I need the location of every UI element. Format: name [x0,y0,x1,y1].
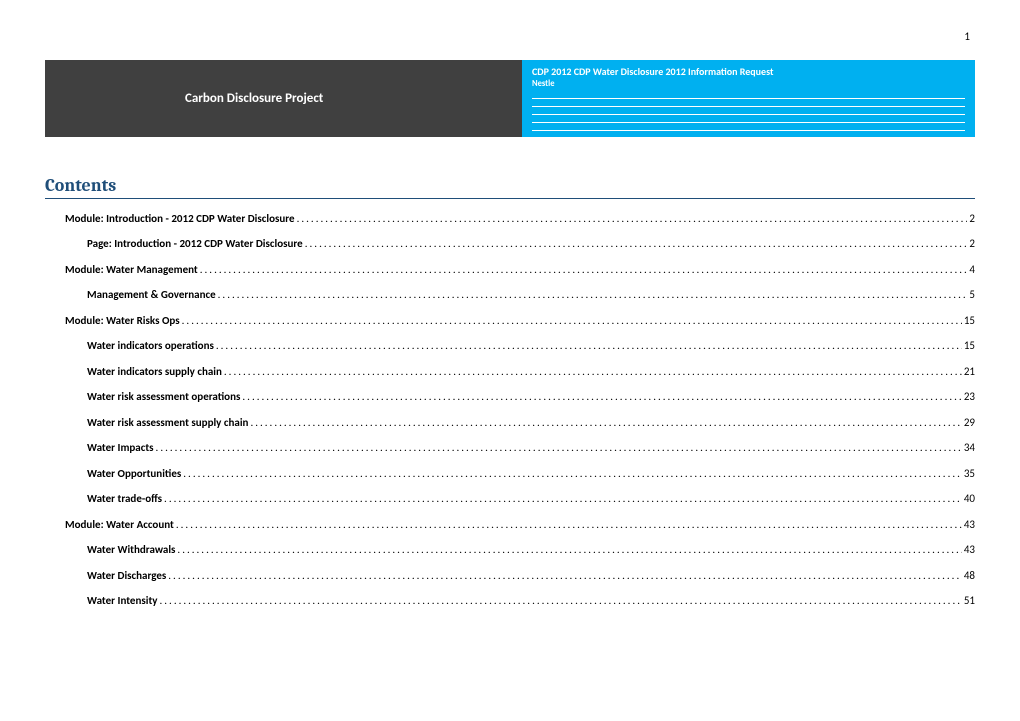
toc-label: Management & Governance [87,288,216,301]
toc-entry[interactable]: Module: Water Risks Ops 15 [45,314,975,327]
toc-entry[interactable]: Water risk assessment operations 23 [45,390,975,403]
toc-page: 4 [969,263,975,276]
toc-label: Water Withdrawals [87,543,175,556]
toc-page: 35 [964,467,975,480]
toc-label: Water trade-offs [87,492,162,505]
toc-entry[interactable]: Water indicators operations 15 [45,339,975,352]
toc-dots [182,314,962,327]
toc-dots [176,518,962,531]
header-right-title: CDP 2012 CDP Water Disclosure 2012 Infor… [532,66,965,78]
toc-page: 15 [964,339,975,352]
toc-label: Water indicators supply chain [87,365,222,378]
toc-page: 29 [964,416,975,429]
toc-page: 48 [964,569,975,582]
toc-page: 40 [964,492,975,505]
table-of-contents: Module: Introduction - 2012 CDP Water Di… [45,212,975,608]
toc-entry[interactable]: Management & Governance 5 [45,288,975,301]
toc-entry[interactable]: Water Impacts 34 [45,441,975,454]
toc-label: Water Impacts [87,441,154,454]
toc-entry[interactable]: Water indicators supply chain 21 [45,365,975,378]
contents-title: Contents [45,175,975,199]
toc-dots [168,569,962,582]
toc-dots [216,339,962,352]
header-right: CDP 2012 CDP Water Disclosure 2012 Infor… [522,60,975,137]
toc-dots [159,594,961,607]
toc-entry[interactable]: Module: Water Account 43 [45,518,975,531]
toc-dots [183,467,962,480]
toc-dots [156,441,962,454]
toc-dots [297,212,968,225]
toc-page: 5 [969,288,975,301]
toc-page: 21 [964,365,975,378]
header-left: Carbon Disclosure Project [45,60,522,137]
toc-entry[interactable]: Water Intensity 51 [45,594,975,607]
toc-page: 43 [964,543,975,556]
toc-label: Module: Water Account [65,518,174,531]
toc-dots [224,365,962,378]
toc-label: Water indicators operations [87,339,214,352]
toc-label: Water Opportunities [87,467,181,480]
toc-dots [250,416,961,429]
header-band: Carbon Disclosure Project CDP 2012 CDP W… [45,60,975,137]
toc-entry[interactable]: Module: Water Management 4 [45,263,975,276]
toc-dots [242,390,961,403]
page-number: 1 [964,30,970,43]
toc-dots [218,288,968,301]
toc-label: Water risk assessment supply chain [87,416,248,429]
toc-dots [164,492,962,505]
toc-entry[interactable]: Water trade-offs 40 [45,492,975,505]
header-right-rules [532,91,965,131]
toc-entry[interactable]: Page: Introduction - 2012 CDP Water Disc… [45,237,975,250]
toc-label: Water risk assessment operations [87,390,240,403]
toc-dots [305,237,968,250]
toc-page: 43 [964,518,975,531]
toc-label: Water Intensity [87,594,157,607]
toc-label: Water Discharges [87,569,166,582]
toc-entry[interactable]: Water Discharges 48 [45,569,975,582]
toc-entry[interactable]: Water Withdrawals 43 [45,543,975,556]
toc-label: Module: Introduction - 2012 CDP Water Di… [65,212,295,225]
toc-entry[interactable]: Water risk assessment supply chain 29 [45,416,975,429]
toc-entry[interactable]: Water Opportunities 35 [45,467,975,480]
header-right-sub: Nestle [532,79,965,89]
toc-dots [177,543,961,556]
toc-entry[interactable]: Module: Introduction - 2012 CDP Water Di… [45,212,975,225]
toc-label: Module: Water Management [65,263,198,276]
toc-label: Page: Introduction - 2012 CDP Water Disc… [87,237,303,250]
toc-label: Module: Water Risks Ops [65,314,180,327]
toc-page: 34 [964,441,975,454]
toc-page: 2 [969,237,975,250]
toc-page: 2 [969,212,975,225]
toc-page: 51 [964,594,975,607]
header-left-title: Carbon Disclosure Project [185,91,323,106]
toc-page: 23 [964,390,975,403]
toc-page: 15 [964,314,975,327]
toc-dots [200,263,968,276]
